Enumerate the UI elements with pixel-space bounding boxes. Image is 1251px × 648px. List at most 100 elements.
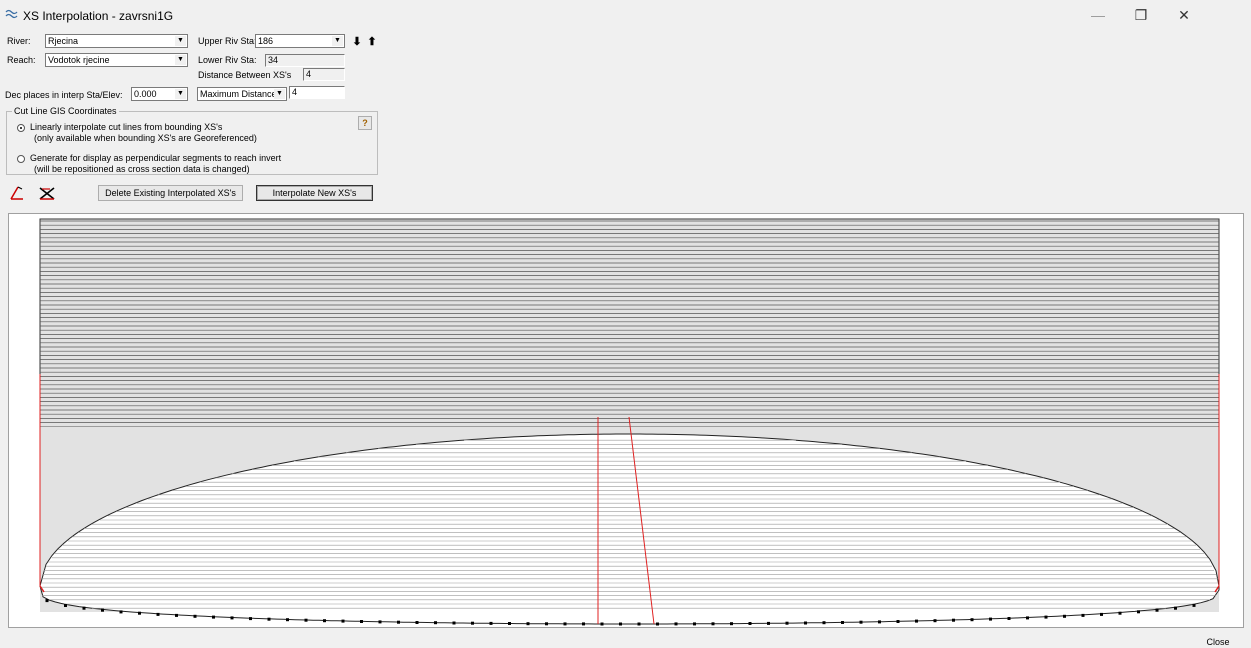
max-distance-select[interactable]: Maximum Distance (m) ▼	[197, 87, 287, 101]
invert-point	[304, 618, 308, 622]
delete-interpolated-button[interactable]: Delete Existing Interpolated XS's	[98, 185, 243, 201]
draw-line-icon[interactable]	[8, 185, 26, 201]
cut-line-right	[628, 416, 655, 625]
max-distance-select-value: Maximum Distance (m)	[200, 89, 277, 100]
invert-point	[267, 617, 271, 621]
dome-region	[39, 433, 1220, 625]
invert-point	[119, 610, 123, 614]
river-select[interactable]: Rjecina ▼	[45, 34, 188, 48]
distance-between-label: Distance Between XS's	[198, 70, 292, 80]
invert-point	[822, 621, 826, 625]
linear-interp-label: Linearly interpolate cut lines from boun…	[30, 122, 223, 132]
invert-point	[878, 620, 881, 624]
invert-point	[526, 622, 530, 626]
invert-point	[1192, 603, 1196, 607]
down-arrow-button[interactable]: ⬇	[352, 35, 362, 48]
chevron-down-icon: ▼	[175, 89, 186, 99]
upper-xs-block	[39, 218, 1220, 428]
help-button[interactable]: ?	[358, 116, 372, 130]
dec-places-label: Dec places in interp Sta/Elev:	[5, 90, 123, 100]
invert-point	[1081, 613, 1085, 617]
invert-point	[1007, 617, 1011, 620]
invert-point	[138, 611, 141, 615]
invert-point	[471, 621, 474, 625]
title-bar	[0, 0, 1251, 30]
invert-point	[785, 621, 789, 625]
invert-point	[619, 622, 622, 626]
upper-riv-sta-select[interactable]: 186 ▼	[255, 34, 345, 48]
invert-point	[545, 622, 548, 626]
invert-point	[970, 618, 974, 622]
perpendicular-label: Generate for display as perpendicular se…	[30, 153, 282, 163]
invert-point	[508, 622, 511, 625]
invert-point	[378, 620, 382, 624]
invert-point	[563, 622, 567, 626]
invert-point	[452, 621, 456, 625]
invert-point	[64, 604, 67, 607]
invert-point	[933, 619, 937, 623]
invert-point	[896, 620, 900, 623]
perpendicular-note: (will be repositioned as cross section d…	[34, 164, 250, 174]
invert-point	[489, 621, 493, 625]
invert-point	[767, 621, 770, 625]
invert-point	[175, 613, 178, 617]
invert-point	[193, 614, 197, 618]
reach-select[interactable]: Vodotok rjecine ▼	[45, 53, 188, 67]
invert-point	[582, 622, 585, 626]
reach-label: Reach:	[7, 55, 36, 65]
chevron-down-icon: ▼	[274, 89, 285, 99]
invert-point	[952, 618, 955, 622]
close-window-button[interactable]: ✕	[1178, 6, 1190, 23]
invert-point	[1063, 614, 1066, 618]
max-distance-input[interactable]: 4	[289, 86, 345, 99]
invert-point	[656, 622, 659, 626]
invert-point	[859, 620, 863, 624]
invert-point	[804, 621, 807, 625]
invert-point	[323, 619, 326, 623]
delete-line-icon[interactable]	[38, 185, 56, 201]
invert-point	[915, 619, 918, 623]
restore-button[interactable]: ❐	[1134, 6, 1148, 23]
river-select-value: Rjecina	[48, 36, 79, 46]
invert-point	[1118, 611, 1122, 615]
window-title: XS Interpolation - zavrsni1G	[23, 9, 174, 23]
cut-line-groupbox	[6, 111, 378, 175]
river-label: River:	[7, 36, 31, 46]
interpolate-new-button[interactable]: Interpolate New XS's	[256, 185, 373, 201]
invert-point	[748, 622, 752, 625]
invert-point	[674, 622, 678, 626]
invert-point	[230, 616, 234, 620]
invert-point	[989, 617, 992, 621]
invert-point	[397, 620, 400, 624]
reach-select-value: Vodotok rjecine	[48, 55, 110, 65]
invert-point	[212, 615, 215, 619]
cross-section-canvas	[8, 213, 1244, 628]
close-button[interactable]: Close	[1190, 636, 1246, 648]
linear-interp-radio[interactable]	[17, 124, 25, 132]
invert-point	[637, 622, 641, 626]
cut-line-group-title: Cut Line GIS Coordinates	[12, 106, 119, 116]
invert-point	[341, 619, 345, 623]
minimize-button[interactable]: —	[1091, 7, 1105, 23]
dec-places-value: 0.000	[134, 89, 157, 99]
perpendicular-radio[interactable]	[17, 155, 25, 163]
linear-interp-note: (only available when bounding XS's are G…	[34, 133, 257, 143]
invert-point	[434, 621, 437, 625]
dec-places-select[interactable]: 0.000 ▼	[131, 87, 188, 101]
invert-point	[600, 622, 604, 626]
invert-point	[1155, 608, 1159, 612]
invert-point	[1026, 616, 1029, 620]
invert-point	[1137, 610, 1140, 614]
chevron-down-icon: ▼	[175, 36, 186, 46]
chevron-down-icon: ▼	[332, 36, 343, 46]
lower-riv-sta-field: 34	[265, 54, 345, 67]
river-wave-icon	[5, 9, 18, 19]
left-bank-foot	[39, 585, 45, 593]
cross-section-plot	[39, 218, 1220, 626]
right-bank-foot	[1214, 585, 1220, 593]
invert-point	[156, 612, 160, 616]
invert-point	[711, 622, 715, 626]
invert-point	[693, 622, 696, 626]
invert-point	[101, 608, 104, 612]
up-arrow-button[interactable]: ⬆	[367, 35, 377, 48]
